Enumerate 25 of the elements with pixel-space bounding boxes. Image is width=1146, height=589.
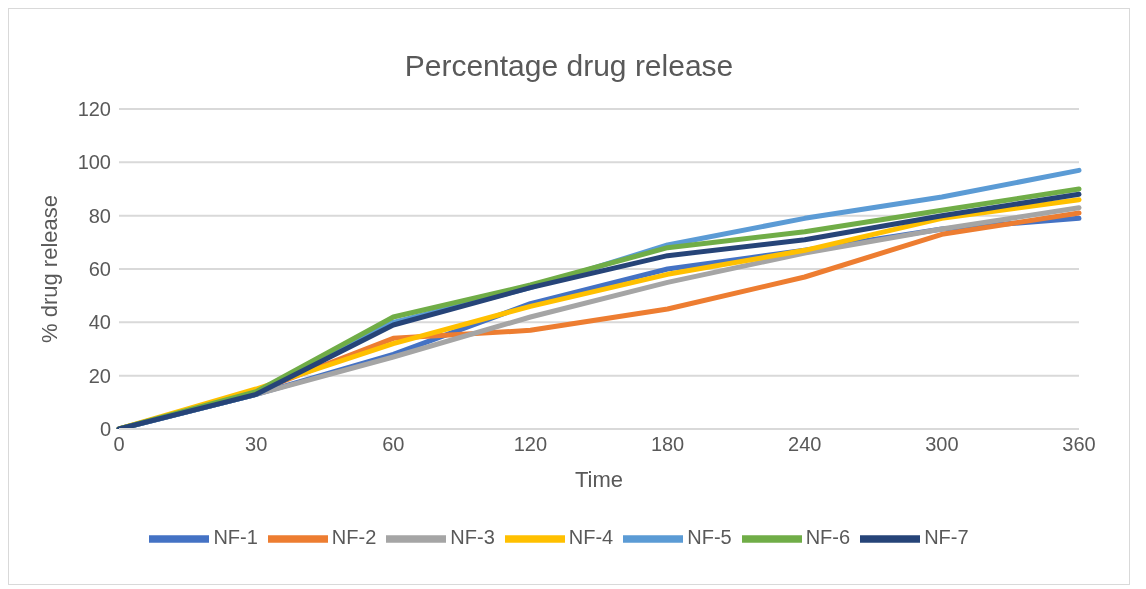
y-tick-label: 80 bbox=[88, 204, 111, 227]
x-tick-label: 120 bbox=[513, 433, 548, 456]
x-tick-label: 300 bbox=[925, 433, 959, 456]
x-tick-label: 30 bbox=[245, 433, 268, 456]
legend-label: NF-4 bbox=[568, 526, 614, 549]
chart-title: Percentage drug release bbox=[403, 48, 735, 84]
y-axis-title: % drug release bbox=[36, 195, 62, 343]
x-axis-title: Time bbox=[574, 467, 624, 492]
y-tick-label: 40 bbox=[88, 311, 111, 334]
legend-label: NF-3 bbox=[450, 526, 495, 549]
legend-label: NF-6 bbox=[805, 526, 851, 549]
y-tick-label: 60 bbox=[88, 258, 111, 281]
legend-label: NF-7 bbox=[924, 526, 969, 549]
x-tick-label: 240 bbox=[788, 433, 822, 456]
legend-label: NF-5 bbox=[687, 526, 732, 549]
y-tick-label: 120 bbox=[77, 98, 111, 121]
legend-label: NF-2 bbox=[331, 526, 377, 549]
legend-label: NF-1 bbox=[213, 526, 258, 549]
y-tick-label: 100 bbox=[77, 151, 111, 174]
y-tick-label: 20 bbox=[88, 364, 111, 387]
x-tick-label: 180 bbox=[650, 433, 685, 456]
y-tick-label: 0 bbox=[99, 418, 111, 441]
x-tick-label: 60 bbox=[382, 433, 405, 456]
x-tick-label: 0 bbox=[113, 433, 125, 456]
x-tick-label: 360 bbox=[1062, 433, 1096, 456]
